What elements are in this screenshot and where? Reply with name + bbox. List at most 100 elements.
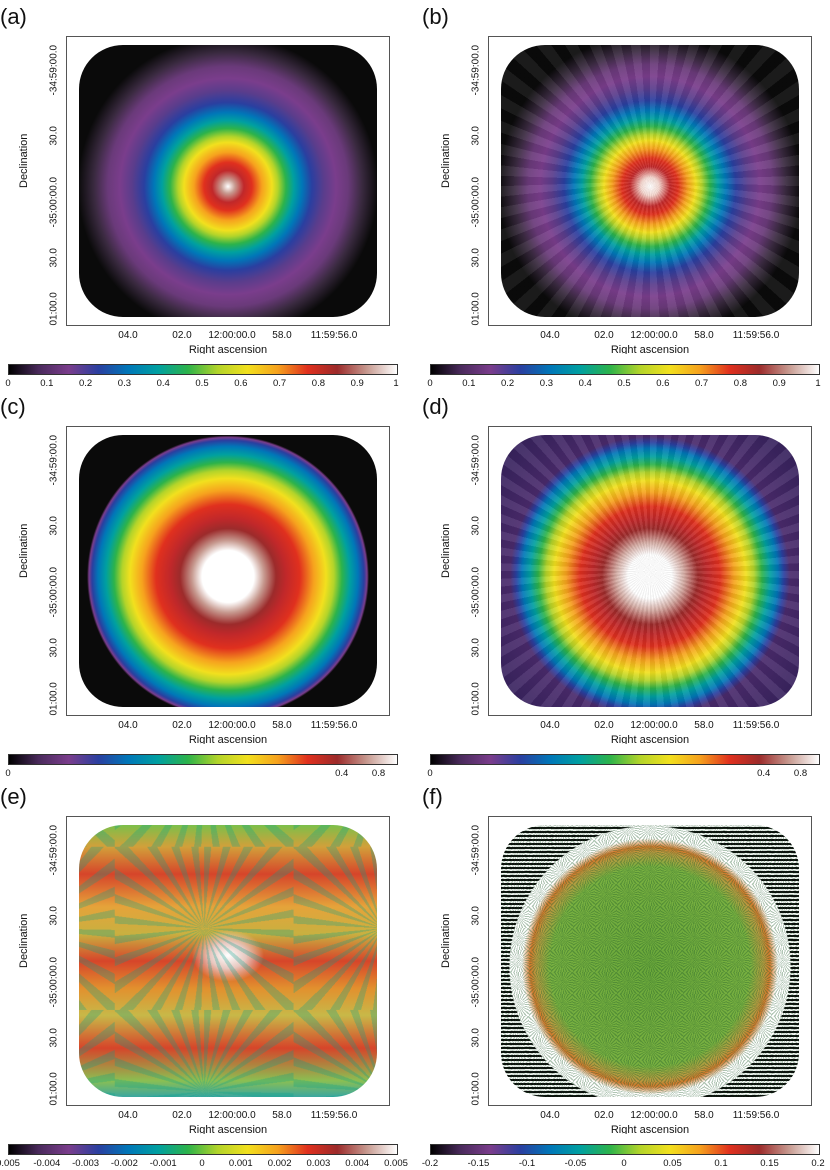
colorbar-tick-label: 0.001 (228, 1158, 253, 1169)
x-tick-label: 12:00:00.0 (630, 330, 678, 341)
colorbar-tick-label: -0.15 (467, 1158, 490, 1169)
colorbar-tick-label: 0.7 (694, 378, 709, 389)
panel-c: (c) Declination -34:59:00.0 30.0 -35:00:… (0, 390, 415, 780)
colorbar-tick-label: 0.2 (500, 378, 515, 389)
colorbar-tick-label: -0.002 (110, 1158, 138, 1169)
panel-label: (a) (0, 4, 27, 29)
x-tick-label: 58.0 (272, 1110, 292, 1121)
panel-b: (b) Declination -34:59:00.0 30.0 -35:00:… (422, 0, 830, 390)
y-tick-label: 30.0 (48, 638, 60, 658)
x-axis-title: Right ascension (610, 344, 690, 354)
colorbar-tick-label: -0.05 (564, 1158, 587, 1169)
y-tick-label: -34:59:00.0 (470, 824, 482, 876)
y-tick-label: -34:59:00.0 (470, 434, 482, 486)
y-tick-label: 30.0 (470, 638, 482, 658)
y-tick-label: 01:00.0 (470, 292, 482, 326)
colorbar-tick-label: 0.4 (757, 768, 771, 779)
y-tick-label: 30.0 (48, 126, 60, 146)
colorbar-tick-label: 0.8 (311, 378, 325, 389)
panel-label: (e) (0, 784, 27, 809)
y-tick-label: 30.0 (48, 516, 60, 536)
colorbar-tick-label: 1 (815, 378, 821, 389)
colorbar-tick-label: 0.9 (772, 378, 786, 389)
y-tick-label: 30.0 (470, 248, 482, 268)
y-tick-label: -35:00:00.0 (48, 956, 60, 1008)
colorbar-tick-label: 0.3 (117, 378, 131, 389)
colorbar-tick-label: 0.003 (306, 1158, 331, 1169)
panel-e: (e) Declination -34:59:00.0 30.0 -35:00:… (0, 780, 415, 1170)
colorbar (430, 364, 820, 375)
colorbar-tick-label: -0.004 (33, 1158, 61, 1169)
x-tick-label: 12:00:00.0 (630, 720, 678, 731)
x-tick-label: 58.0 (694, 720, 714, 731)
x-tick-label: 12:00:00.0 (208, 1110, 256, 1121)
x-tick-label: 12:00:00.0 (630, 1110, 678, 1121)
colorbar-tick-label: 0.2 (811, 1158, 825, 1169)
x-tick-label: 04.0 (118, 330, 138, 341)
plot-frame (66, 816, 390, 1106)
colorbar-tick-label: 0.7 (272, 378, 287, 389)
y-tick-label: -35:00:00.0 (470, 566, 482, 618)
y-axis-title: Declination (18, 523, 30, 578)
y-tick-label: 01:00.0 (470, 1072, 482, 1106)
colorbar-tick-label: 0.6 (656, 378, 670, 389)
colorbar-tick-label: 0.1 (40, 378, 54, 389)
colorbar-tick-label: 1 (393, 378, 399, 389)
y-tick-label: 30.0 (470, 516, 482, 536)
y-tick-label: 30.0 (48, 906, 60, 926)
plot-frame (488, 426, 812, 716)
panel-d: (d) Declination -34:59:00.0 30.0 -35:00:… (422, 390, 830, 780)
colorbar-tick-label: 0 (5, 768, 11, 779)
intensity-map (79, 45, 377, 317)
colorbar-tick-label: 0 (5, 378, 11, 389)
colorbar-tick-label: -0.003 (72, 1158, 100, 1169)
x-tick-label: 04.0 (118, 1110, 138, 1121)
colorbar-tick-label: 0.1 (714, 1158, 728, 1169)
x-tick-label: 11:59:56.0 (310, 720, 358, 731)
intensity-map (501, 45, 799, 317)
y-axis-title: Declination (440, 913, 452, 968)
y-tick-label: -34:59:00.0 (470, 44, 482, 96)
colorbar-tick-label: 0 (427, 768, 433, 779)
x-tick-label: 02.0 (594, 1110, 614, 1121)
x-tick-label: 02.0 (594, 720, 614, 731)
x-tick-label: 58.0 (694, 1110, 714, 1121)
x-tick-label: 58.0 (694, 330, 714, 341)
x-tick-label: 02.0 (172, 720, 192, 731)
panel-label: (f) (422, 784, 443, 809)
plot-frame (66, 36, 390, 326)
y-tick-label: -35:00:00.0 (470, 956, 482, 1008)
colorbar-tick-label: 0.2 (78, 378, 93, 389)
y-tick-label: 01:00.0 (48, 682, 60, 716)
y-tick-label: 01:00.0 (470, 682, 482, 716)
colorbar-tick-label: 0.005 (384, 1158, 408, 1169)
colorbar-tick-label: 0.6 (234, 378, 248, 389)
plot-frame (488, 816, 812, 1106)
colorbar-tick-label: 0.5 (617, 378, 631, 389)
x-tick-label: 58.0 (272, 330, 292, 341)
x-tick-label: 11:59:56.0 (310, 330, 358, 341)
colorbar-tick-label: 0.4 (335, 768, 349, 779)
y-tick-label: -34:59:00.0 (48, 434, 60, 486)
panel-a: (a) Declination -34:59:00.0 30.0 -35:00:… (0, 0, 415, 390)
x-axis-title: Right ascension (188, 344, 268, 354)
y-tick-label: -35:00:00.0 (48, 176, 60, 228)
y-axis-title: Declination (18, 133, 30, 188)
panel-label: (c) (0, 394, 26, 419)
y-tick-label: 30.0 (470, 906, 482, 926)
x-tick-label: 58.0 (272, 720, 292, 731)
x-axis-title: Right ascension (610, 1124, 690, 1134)
colorbar-tick-label: 0.3 (539, 378, 553, 389)
y-tick-label: -35:00:00.0 (470, 176, 482, 228)
colorbar-tick-label: 0.4 (156, 378, 170, 389)
colorbar (8, 364, 398, 375)
colorbar (8, 1144, 398, 1155)
x-tick-label: 11:59:56.0 (310, 1110, 358, 1121)
y-tick-label: 30.0 (470, 126, 482, 146)
y-axis-title: Declination (440, 523, 452, 578)
y-tick-label: -34:59:00.0 (48, 44, 60, 96)
colorbar-tick-label: 0.05 (663, 1158, 682, 1169)
colorbar-tick-label: 0.8 (793, 768, 808, 779)
residual-map (501, 825, 799, 1097)
x-tick-label: 04.0 (118, 720, 138, 731)
